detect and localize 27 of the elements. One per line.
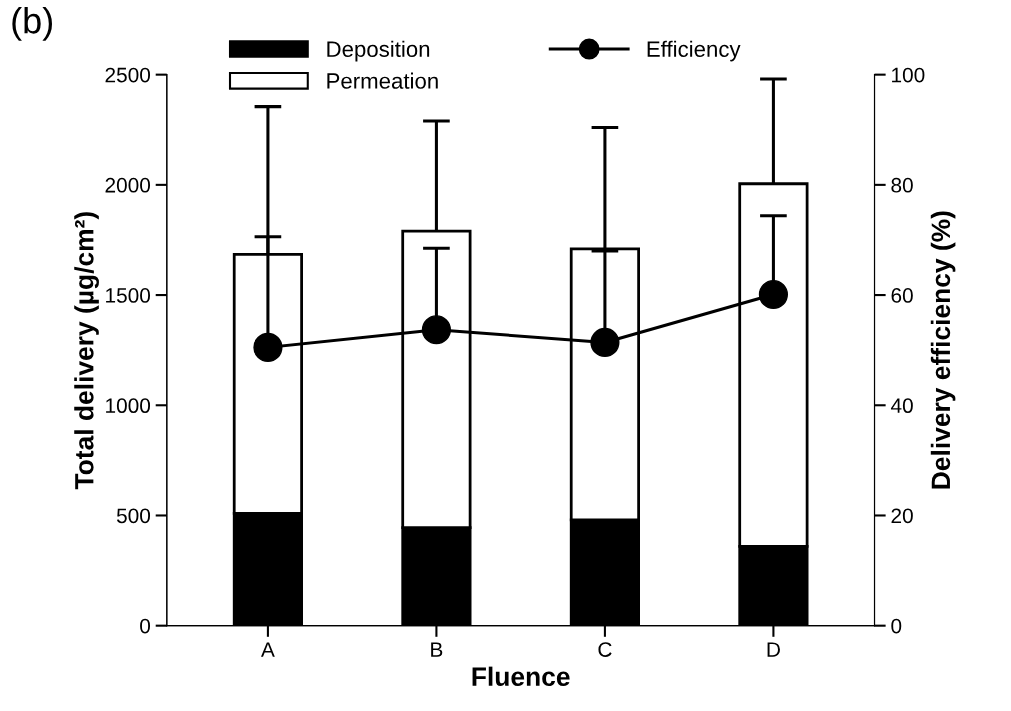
x-tick-label: C: [598, 642, 612, 657]
y2-tick-label: 80: [891, 177, 913, 193]
y2-tick-label: 100: [892, 67, 925, 83]
legend-label: Permeation: [327, 72, 438, 89]
x-tick-label: A: [261, 642, 275, 657]
y-tick-label: 1000: [106, 398, 151, 414]
y-tick-label: 2500: [105, 67, 151, 83]
point: [253, 332, 283, 362]
y2-tick-label: 60: [891, 288, 913, 303]
y-axis-title: Total delivery (µg/cm²): [74, 212, 99, 490]
point: [421, 315, 451, 345]
text: (b): [12, 7, 52, 41]
point: [590, 327, 620, 358]
y-tick-label: 0: [140, 618, 151, 634]
y-tick-label: 2000: [105, 177, 151, 193]
y-tick-label: 500: [116, 508, 151, 524]
y2-tick-label: 0: [891, 618, 902, 634]
y2-tick-label: 40: [890, 398, 913, 414]
legend-label: Efficiency: [647, 40, 741, 62]
x-axis-title: Fluence: [472, 666, 570, 687]
y2-axis-title: Delivery efficiency (%): [930, 211, 956, 489]
point: [758, 279, 788, 310]
x-tick-label: D: [767, 642, 780, 657]
y2-tick-label: 20: [891, 508, 913, 524]
legend-label: Deposition: [327, 40, 430, 62]
y-tick-label: 1500: [106, 288, 151, 303]
x-tick-label: B: [431, 642, 443, 657]
